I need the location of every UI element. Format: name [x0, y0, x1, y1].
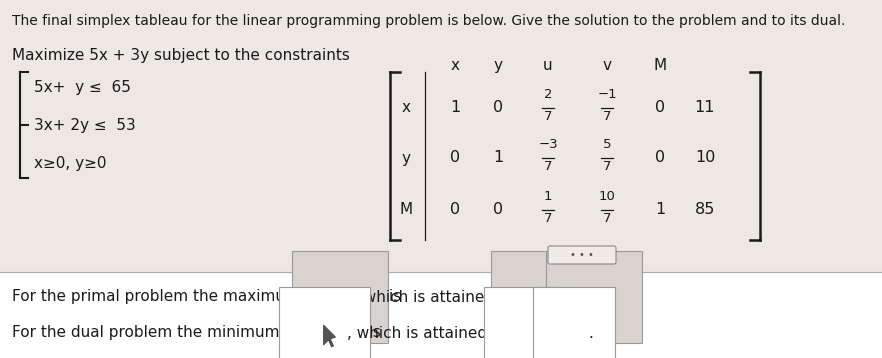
- Text: 0: 0: [450, 203, 460, 218]
- Text: 7: 7: [602, 160, 611, 173]
- Text: For the primal problem the maximum value of M is: For the primal problem the maximum value…: [12, 290, 406, 305]
- Text: 10: 10: [695, 150, 715, 165]
- Polygon shape: [324, 325, 335, 347]
- Text: v: v: [602, 58, 611, 73]
- Text: u: u: [543, 58, 553, 73]
- Text: 1: 1: [543, 190, 552, 203]
- Text: 7: 7: [543, 110, 552, 123]
- Text: The final simplex tableau for the linear programming problem is below. Give the : The final simplex tableau for the linear…: [12, 14, 845, 28]
- Text: .: .: [608, 290, 612, 305]
- Text: , v =: , v =: [539, 325, 575, 340]
- Text: 85: 85: [695, 203, 715, 218]
- Text: , y=: , y=: [552, 290, 588, 305]
- Text: 2: 2: [543, 88, 552, 101]
- Text: 0: 0: [493, 203, 503, 218]
- Text: M: M: [400, 203, 413, 218]
- Text: 10: 10: [585, 290, 604, 305]
- Text: For the dual problem the minimum value of M is: For the dual problem the minimum value o…: [12, 325, 385, 340]
- Text: 0: 0: [655, 101, 665, 116]
- Text: 11: 11: [695, 101, 715, 116]
- Text: M: M: [654, 58, 667, 73]
- Text: −1: −1: [597, 88, 617, 101]
- Text: .: .: [588, 325, 593, 340]
- Text: x: x: [401, 101, 410, 116]
- Text: 7: 7: [602, 212, 611, 225]
- Text: 7: 7: [602, 110, 611, 123]
- Text: 7: 7: [543, 212, 552, 225]
- Text: , which is attained for u =: , which is attained for u =: [347, 325, 545, 340]
- Text: 0: 0: [655, 150, 665, 165]
- FancyBboxPatch shape: [548, 246, 616, 264]
- Text: 1: 1: [450, 101, 460, 116]
- Text: • • •: • • •: [570, 250, 594, 260]
- Text: y: y: [401, 150, 410, 165]
- Text: 11: 11: [529, 290, 549, 305]
- Text: 0: 0: [493, 101, 503, 116]
- Text: , which is attained for x=: , which is attained for x=: [354, 290, 551, 305]
- Text: 7: 7: [543, 160, 552, 173]
- Text: 10: 10: [599, 190, 616, 203]
- Text: 5x+  y ≤  65: 5x+ y ≤ 65: [34, 80, 131, 95]
- Text: 1: 1: [654, 203, 665, 218]
- Text: y: y: [494, 58, 503, 73]
- Text: 1: 1: [493, 150, 503, 165]
- Text: 0: 0: [450, 150, 460, 165]
- Text: 3x+ 2y ≤  53: 3x+ 2y ≤ 53: [34, 118, 136, 133]
- Bar: [0, 272, 882, 358]
- Text: Maximize 5x + 3y subject to the constraints: Maximize 5x + 3y subject to the constrai…: [12, 48, 350, 63]
- Text: 85: 85: [331, 290, 350, 305]
- Text: x≥0, y≥0: x≥0, y≥0: [34, 156, 107, 171]
- Text: x: x: [451, 58, 460, 73]
- Text: 5: 5: [602, 138, 611, 151]
- Text: −3: −3: [538, 138, 557, 151]
